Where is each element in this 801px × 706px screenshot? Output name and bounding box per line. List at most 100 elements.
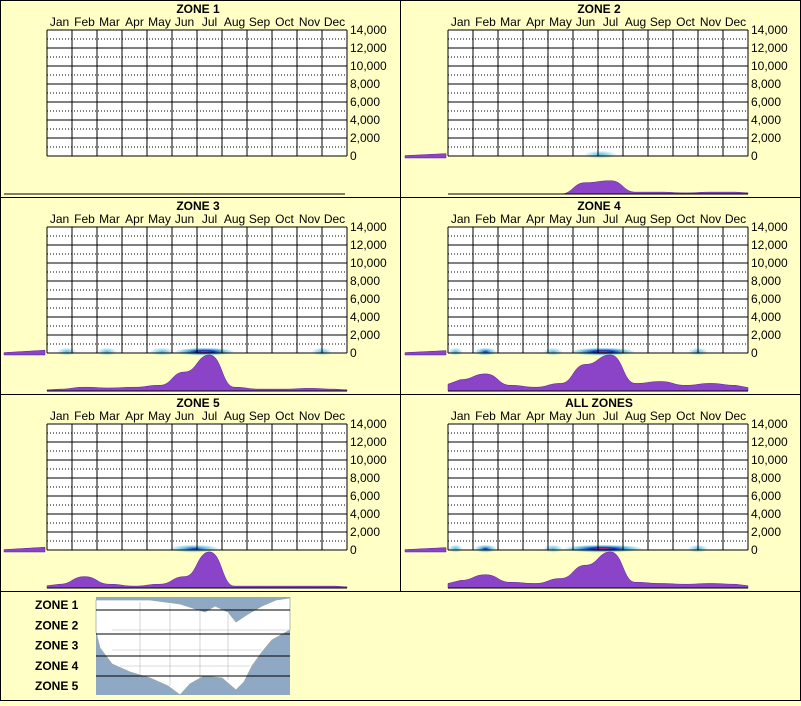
elevation-tick-label: 2,000: [350, 131, 380, 145]
panel-title: ZONE 5: [176, 396, 220, 410]
month-tick-label: Nov: [700, 409, 721, 423]
elevation-tick-label: 4,000: [751, 507, 781, 521]
us-map-icon: [95, 597, 291, 696]
month-tick-label: Dec: [324, 409, 345, 423]
month-tick-label: Jun: [576, 409, 595, 423]
month-tick-label: Nov: [299, 212, 320, 226]
month-tick-label: Apr: [125, 212, 144, 226]
elevation-tick-label: 6,000: [350, 95, 380, 109]
month-tick-label: Dec: [324, 15, 345, 29]
zone-panel: ALL ZONES Jan Feb Mar Apr May Jun Jul Aug Sep Oct N…: [404, 396, 788, 589]
heat-blob: [570, 347, 636, 356]
elevation-profile: [404, 350, 447, 356]
month-tick-label: Nov: [299, 15, 320, 29]
month-tick-label: Apr: [125, 15, 144, 29]
month-tick-label: Aug: [625, 212, 646, 226]
elevation-tick-label: 10,000: [751, 256, 788, 270]
zone-panel: ZONE 4 Jan Feb Mar Apr May Jun Jul Aug Sep Oct Nov D…: [404, 199, 788, 392]
month-tick-label: Feb: [475, 409, 496, 423]
elevation-tick-label: 8,000: [350, 274, 380, 288]
zone-panel: ZONE 3 Jan Feb Mar Apr May Jun Jul Aug Sep Oct Nov D…: [3, 199, 387, 392]
elevation-tick-label: 4,000: [751, 113, 781, 127]
month-tick-label: Mar: [500, 409, 521, 423]
month-tick-label: Aug: [224, 212, 245, 226]
monthly-profile: [46, 551, 348, 589]
elevation-tick-label: 14,000: [751, 417, 788, 431]
month-tick-label: Feb: [74, 212, 95, 226]
month-tick-label: Jul: [202, 409, 217, 423]
elevation-tick-label: 2,000: [350, 525, 380, 539]
elevation-tick-label: 4,000: [350, 113, 380, 127]
monthly-profile: [46, 354, 348, 392]
elevation-tick-label: 12,000: [350, 41, 387, 55]
month-tick-label: Feb: [74, 15, 95, 29]
month-tick-label: May: [148, 409, 171, 423]
zone-legend-label: ZONE 5: [35, 679, 79, 693]
elevation-tick-label: 8,000: [751, 471, 781, 485]
month-tick-label: Sep: [650, 212, 672, 226]
month-tick-label: May: [148, 15, 171, 29]
elevation-tick-label: 6,000: [350, 489, 380, 503]
month-tick-label: Jan: [50, 409, 69, 423]
elevation-tick-label: 6,000: [751, 95, 781, 109]
heat-blob: [149, 347, 175, 356]
month-tick-label: Dec: [725, 15, 746, 29]
elevation-tick-label: 14,000: [350, 23, 387, 37]
heat-blob: [474, 347, 497, 356]
month-tick-label: Sep: [249, 409, 271, 423]
month-tick-label: Mar: [99, 409, 120, 423]
month-tick-label: Aug: [224, 409, 245, 423]
zone-legend-label: ZONE 1: [35, 598, 79, 612]
month-tick-label: Nov: [700, 15, 721, 29]
month-tick-label: May: [549, 212, 572, 226]
elevation-tick-label: 8,000: [350, 471, 380, 485]
heat-blob: [97, 347, 117, 356]
month-tick-label: Jun: [175, 212, 194, 226]
elevation-tick-label: 14,000: [751, 23, 788, 37]
month-tick-label: Jan: [451, 212, 470, 226]
zone-legend: ZONE 1 ZONE 2 ZONE 3 ZONE 4 ZONE 5: [35, 597, 291, 696]
elevation-profile: [3, 349, 46, 356]
month-tick-label: Mar: [500, 212, 521, 226]
month-tick-label: Jul: [603, 409, 618, 423]
elevation-tick-label: 12,000: [350, 238, 387, 252]
month-tick-label: Aug: [625, 409, 646, 423]
elevation-tick-label: 8,000: [751, 77, 781, 91]
panel-title: ALL ZONES: [565, 396, 633, 410]
elevation-tick-label: 2,000: [751, 525, 781, 539]
month-tick-label: Oct: [275, 409, 294, 423]
elevation-tick-label: 10,000: [751, 453, 788, 467]
month-tick-label: May: [549, 409, 572, 423]
month-tick-label: Apr: [526, 15, 545, 29]
month-tick-label: Sep: [650, 15, 672, 29]
elevation-tick-label: 4,000: [751, 310, 781, 324]
elevation-tick-label: 6,000: [751, 489, 781, 503]
month-tick-label: Jul: [202, 212, 217, 226]
month-tick-label: Jan: [451, 15, 470, 29]
elevation-tick-label: 2,000: [350, 328, 380, 342]
monthly-profile: [447, 354, 749, 392]
month-tick-label: May: [148, 212, 171, 226]
month-tick-label: Feb: [475, 212, 496, 226]
elevation-tick-label: 6,000: [751, 292, 781, 306]
elevation-tick-label: 14,000: [350, 417, 387, 431]
zone-panel: ZONE 5 Jan Feb Mar Apr May Jun Jul Aug Sep Oct Nov D…: [3, 396, 387, 589]
elevation-profile: [404, 547, 447, 553]
panel-title: ZONE 3: [176, 199, 220, 213]
month-tick-label: Mar: [99, 15, 120, 29]
panel-title: ZONE 2: [577, 2, 621, 16]
elevation-tick-label: 0: [751, 346, 758, 360]
elevation-tick-label: 8,000: [350, 77, 380, 91]
month-tick-label: Jun: [576, 212, 595, 226]
elevation-tick-label: 2,000: [751, 131, 781, 145]
elevation-tick-label: 12,000: [751, 238, 788, 252]
heat-blob: [448, 347, 463, 356]
elevation-tick-label: 12,000: [751, 41, 788, 55]
elevation-tick-label: 0: [350, 543, 357, 557]
month-tick-label: Aug: [625, 15, 646, 29]
elevation-tick-label: 10,000: [751, 59, 788, 73]
heat-blob: [543, 347, 563, 356]
heat-blob: [57, 347, 77, 356]
month-tick-label: Feb: [475, 15, 496, 29]
